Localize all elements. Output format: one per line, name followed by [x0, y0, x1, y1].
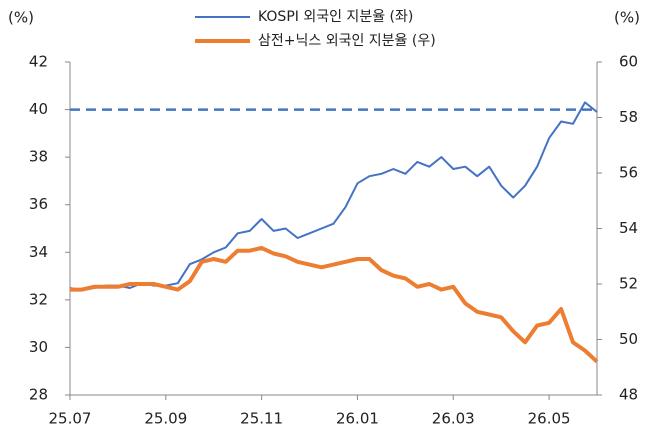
legend-label: 삼전+닉스 외국인 지분율 (우) — [258, 33, 436, 49]
y-tick-label: 40 — [29, 100, 48, 118]
y2-tick-label: 58 — [619, 108, 638, 126]
y2-tick-label: 52 — [619, 275, 638, 293]
y2-tick-label: 54 — [619, 219, 638, 237]
series-line — [70, 245, 599, 364]
y-axis-unit: (%) — [8, 9, 34, 27]
x-tick-label: 25.09 — [144, 410, 187, 428]
x-tick-label: 26.03 — [432, 410, 475, 428]
y-tick-label: 38 — [29, 148, 48, 166]
y2-tick-label: 48 — [619, 386, 638, 404]
y2-tick-label: 60 — [619, 53, 638, 71]
y-tick-label: 36 — [29, 195, 48, 213]
x-tick-label: 25.11 — [240, 410, 283, 428]
y2-tick-label: 50 — [619, 330, 638, 348]
x-tick-label: 25.07 — [49, 410, 92, 428]
x-tick-label: 26.05 — [528, 410, 571, 428]
y-tick-label: 32 — [29, 290, 48, 308]
legend-label: KOSPI 외국인 지분율 (좌) — [258, 9, 413, 25]
y-tick-label: 34 — [29, 243, 48, 261]
series-line — [69, 101, 598, 292]
x-tick-label: 26.01 — [336, 410, 379, 428]
y-tick-label: 30 — [29, 338, 48, 356]
y-tick-label: 42 — [29, 53, 48, 71]
y2-tick-label: 56 — [619, 164, 638, 182]
y2-axis-unit: (%) — [614, 9, 640, 27]
y-tick-label: 28 — [29, 386, 48, 404]
